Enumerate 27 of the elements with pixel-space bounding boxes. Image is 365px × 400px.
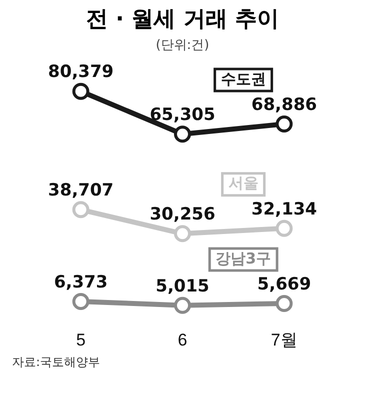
- point: [276, 295, 293, 312]
- point: [72, 201, 90, 218]
- x-tick-label: 6: [178, 330, 188, 350]
- point: [72, 293, 90, 310]
- data-label: 38,707: [48, 180, 114, 201]
- chart-subtitle: (단위:건): [154, 37, 210, 54]
- point: [72, 82, 90, 100]
- text: 자료:국토해양부: [12, 354, 102, 371]
- data-label: 30,256: [150, 204, 216, 225]
- chart-title: 전 · 월세 거래 추이: [85, 6, 280, 34]
- data-label: 6,373: [54, 272, 108, 292]
- data-label: 32,134: [251, 199, 318, 220]
- data-label: 65,305: [150, 105, 216, 126]
- point: [174, 296, 191, 314]
- data-label: 5,015: [156, 276, 210, 296]
- text: 서울: [228, 174, 258, 192]
- point: [276, 115, 293, 132]
- x-tick-label: 7월: [270, 330, 298, 350]
- text: 수도권: [220, 70, 266, 88]
- point: [174, 126, 191, 143]
- data-label: 80,379: [48, 62, 114, 82]
- data-label: 5,669: [257, 274, 312, 294]
- point: [276, 220, 293, 237]
- text: 강남3구: [216, 249, 272, 268]
- data-label: 68,886: [251, 94, 317, 115]
- point: [174, 225, 191, 242]
- x-tick-label: 5: [76, 330, 86, 350]
